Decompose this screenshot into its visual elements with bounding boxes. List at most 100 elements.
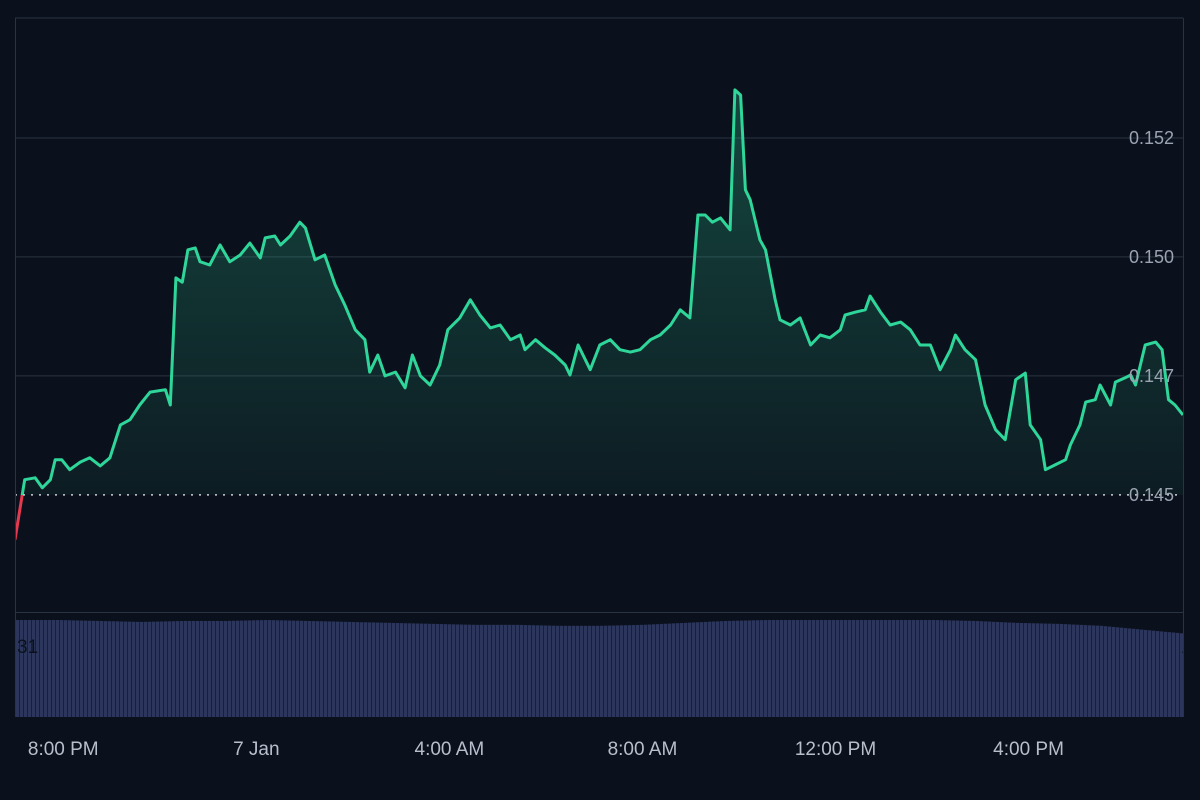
volume-bar [488,624,492,717]
volume-bar [400,623,404,717]
volume-bar [916,620,920,717]
x-tick-label: 8:00 PM [28,739,99,760]
volume-bar [356,622,360,717]
volume-bar [748,620,752,717]
volume-bar [956,620,960,717]
volume-bar [792,620,796,717]
volume-bar [604,625,608,717]
volume-bar [1020,622,1024,717]
volume-bar [20,620,24,717]
volume-bar [392,622,396,717]
volume-bar [292,620,296,717]
volume-bar [612,625,616,717]
volume-bar [260,620,264,717]
volume-bar [952,620,956,717]
volume-bar [960,620,964,717]
volume-bar [784,620,788,717]
volume-bar [264,620,268,717]
volume-bar [1056,623,1060,717]
volume-bar [240,620,244,717]
volume-bar [720,621,724,717]
volume-bar [1096,625,1100,717]
volume-bar [472,624,476,717]
volume-bar [560,625,564,717]
x-tick-label: 4:00 PM [993,739,1064,760]
volume-bar [248,620,252,717]
volume-bar [776,620,780,717]
volume-bar [72,620,76,717]
volume-bar [1112,626,1116,717]
volume-bar [140,621,144,717]
volume-bar [288,620,292,717]
volume-bar [768,620,772,717]
volume-bar [588,625,592,717]
volume-bar [80,620,84,717]
volume-pane [16,620,1184,717]
volume-bar [900,620,904,717]
volume-bar [828,620,832,717]
volume-bar [1180,633,1184,717]
volume-bar [160,621,164,717]
volume-bar [236,620,240,717]
volume-bar [284,620,288,717]
volume-bar [220,620,224,717]
volume-bar [1144,629,1148,717]
volume-bar [1136,629,1140,717]
volume-bar [640,624,644,717]
volume-bar [596,625,600,717]
volume-bar [332,621,336,717]
volume-bar [368,622,372,717]
volume-bar [336,621,340,717]
volume-bar [508,624,512,717]
volume-bar [28,620,32,717]
volume-bar [1176,632,1180,717]
volume-bar [272,620,276,717]
volume-bar [476,624,480,717]
volume-bar [1120,627,1124,717]
volume-bar [1116,627,1120,717]
volume-bar [744,620,748,717]
volume-bar [696,622,700,717]
volume-bar [544,625,548,717]
volume-bar [396,623,400,717]
volume-bar [328,621,332,717]
volume-bar [208,620,212,717]
volume-bar [840,620,844,717]
volume-bar [684,622,688,717]
volume-bar [704,621,708,717]
x-tick-label: 4:00 AM [415,739,485,760]
volume-bar [736,620,740,717]
volume-bar [340,621,344,717]
volume-bar [84,620,88,717]
volume-bar [156,621,160,717]
volume-bar [456,624,460,717]
volume-bar [964,620,968,717]
volume-bar [524,625,528,717]
volume-bar [348,621,352,717]
volume-bar [892,620,896,717]
volume-bar [500,624,504,717]
volume-bar [856,620,860,717]
volume-bar [176,621,180,717]
volume-bar [572,625,576,717]
volume-bar [1108,626,1112,717]
volume-bar [40,620,44,717]
volume-bar [592,625,596,717]
volume-bar [1016,622,1020,717]
volume-bar [372,622,376,717]
volume-bar [172,621,176,717]
volume-bar [216,620,220,717]
volume-bar [364,622,368,717]
volume-bar [1100,625,1104,717]
volume-bar [796,620,800,717]
volume-bar [64,620,68,717]
volume-bar [1052,623,1056,717]
volume-bar [148,621,152,717]
volume-bar [32,620,36,717]
volume-bar [136,621,140,717]
volume-bar [520,624,524,717]
volume-bar [668,623,672,717]
volume-bar [492,624,496,717]
volume-bar [932,620,936,717]
